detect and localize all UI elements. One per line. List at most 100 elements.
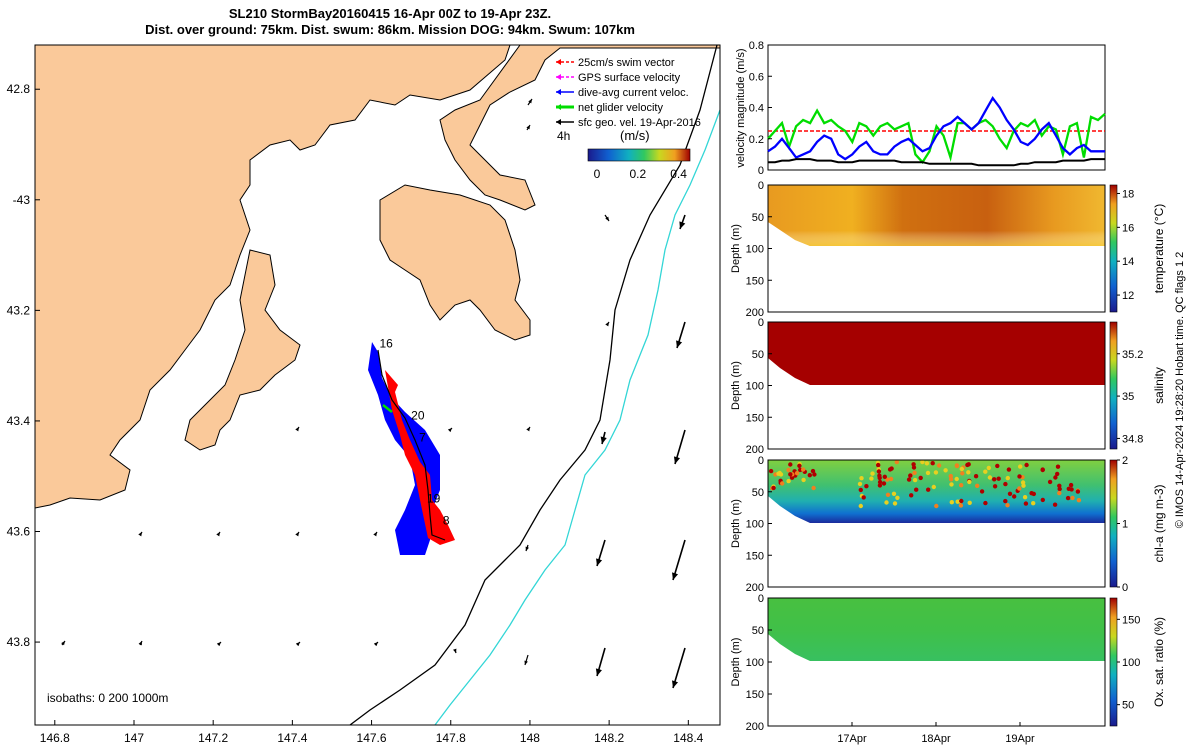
depth-tick-label: 100	[746, 657, 764, 669]
profile-colorbar	[1109, 597, 1118, 727]
chla-dot	[975, 483, 980, 488]
chla-dot	[1018, 464, 1023, 469]
chla-dot	[858, 487, 863, 493]
land-bruny-island	[184, 249, 301, 451]
glider-track	[377, 349, 446, 541]
current-arrowhead	[525, 546, 529, 551]
chla-dot	[987, 475, 993, 480]
chla-dot	[877, 475, 882, 481]
current-arrows	[61, 98, 686, 689]
chla-dot	[797, 463, 802, 468]
depth-tick-label: 50	[752, 487, 764, 499]
temperature-field-shade	[768, 185, 1105, 246]
chla-dot	[810, 468, 816, 474]
velocity-y-tick-label: 0.6	[749, 71, 764, 83]
depth-axis-label: Depth (m)	[730, 638, 742, 687]
chla-dot	[889, 466, 894, 471]
velocity-series	[767, 96, 1106, 167]
chla-dot	[891, 491, 897, 496]
velocity-panel: 0 0.2 0.4 0.6 0.8 velocity magnitude (m/s)	[735, 40, 1106, 177]
land-tasman-peninsula	[439, 45, 720, 211]
depth-tick-label: 150	[746, 550, 764, 562]
chla-dot	[1024, 462, 1029, 468]
depth-tick-label: 100	[746, 244, 764, 256]
chla-dot	[811, 485, 816, 491]
map-y-tick-label: 43.4	[7, 414, 31, 428]
colorbar-tick-label: 100	[1122, 657, 1140, 669]
chla-dot	[1031, 501, 1036, 506]
chla-dot	[807, 473, 812, 478]
map-axes-frame	[34, 44, 721, 726]
chla-dot	[979, 489, 985, 494]
copyright-note: © IMOS 14-Apr-2024 19:28:20 Hobart time.…	[1174, 252, 1186, 529]
chla-dot	[1040, 467, 1045, 473]
current-arrowhead	[671, 680, 679, 688]
chla-dot	[885, 492, 891, 497]
chla-dot	[870, 471, 875, 476]
colorbar-tick-label: 35	[1122, 391, 1134, 403]
depth-tick-label: 200	[746, 582, 764, 594]
map-x-tick-label: 147	[124, 731, 144, 745]
time-tick-label: 17Apr	[837, 733, 867, 745]
chla-dot	[992, 484, 998, 489]
chla-dot	[892, 501, 898, 506]
legend-arrowhead	[556, 74, 561, 80]
isobaths-label: isobaths: 0 200 1000m	[47, 691, 168, 705]
chla-dot	[954, 476, 959, 482]
chla-dot	[884, 500, 889, 505]
time-marker-label: 4h	[557, 129, 570, 143]
speed-colorbar	[587, 148, 691, 162]
track-day-labels: 16 20 7 198	[379, 337, 449, 528]
chla-dot	[983, 500, 988, 506]
chla-dot	[788, 462, 793, 467]
chla-dot	[933, 470, 939, 475]
chla-dot	[1055, 464, 1061, 469]
chla-dot	[967, 479, 972, 485]
chla-dot	[1053, 475, 1058, 480]
depth-axis-label: Depth (m)	[730, 224, 742, 273]
depth-axis-label: Depth (m)	[730, 361, 742, 410]
chla-dot	[1017, 486, 1022, 491]
current-arrowhead	[524, 660, 528, 665]
velocity-series-line	[767, 108, 1106, 165]
depth-tick-label: 50	[752, 349, 764, 361]
track-day-label: 7	[419, 431, 426, 445]
chla-dot	[1057, 483, 1062, 488]
current-arrowhead	[61, 641, 65, 646]
chla-dot	[958, 503, 964, 508]
map-x-tick-label: 148	[520, 731, 540, 745]
depth-tick-label: 50	[752, 625, 764, 637]
chla-dot	[1040, 497, 1046, 503]
colorbar-tick-label: 35.2	[1122, 349, 1143, 361]
current-arrowhead	[373, 642, 378, 647]
colorbar-label: chl-a (mg m-3)	[1152, 484, 1166, 562]
chla-dot	[908, 473, 913, 478]
map-y-tick-label: -43	[13, 193, 31, 207]
chla-dot	[949, 500, 954, 505]
depth-tick-label: 0	[758, 593, 764, 605]
chla-dot	[777, 470, 782, 476]
legend-label: sfc geo. vel. 19-Apr-2016	[578, 117, 701, 129]
map-x-tick-label: 146.8	[40, 731, 70, 745]
legend-arrowhead	[556, 104, 561, 110]
current-arrowhead	[138, 532, 142, 537]
chla-dot	[995, 463, 1000, 469]
chla-dot	[967, 500, 972, 505]
legend-label: 25cm/s swim vector	[578, 57, 675, 69]
colorbar-tick-label: 14	[1122, 256, 1134, 268]
chla-dot	[992, 477, 997, 482]
chla-dot	[801, 467, 806, 472]
chla-dot	[876, 469, 882, 474]
chla-dot	[943, 468, 948, 473]
chla-dot	[973, 474, 979, 479]
chla-dot	[1055, 471, 1060, 477]
depth-tick-label: 200	[746, 721, 764, 733]
chla-dot	[925, 470, 931, 476]
isobath-200m	[349, 45, 718, 725]
depth-tick-label: 200	[746, 307, 764, 319]
map-x-tick-label: 147.4	[277, 731, 307, 745]
depth-tick-label: 150	[746, 275, 764, 287]
chla-dot	[1029, 491, 1034, 496]
current-arrowhead	[605, 216, 609, 221]
